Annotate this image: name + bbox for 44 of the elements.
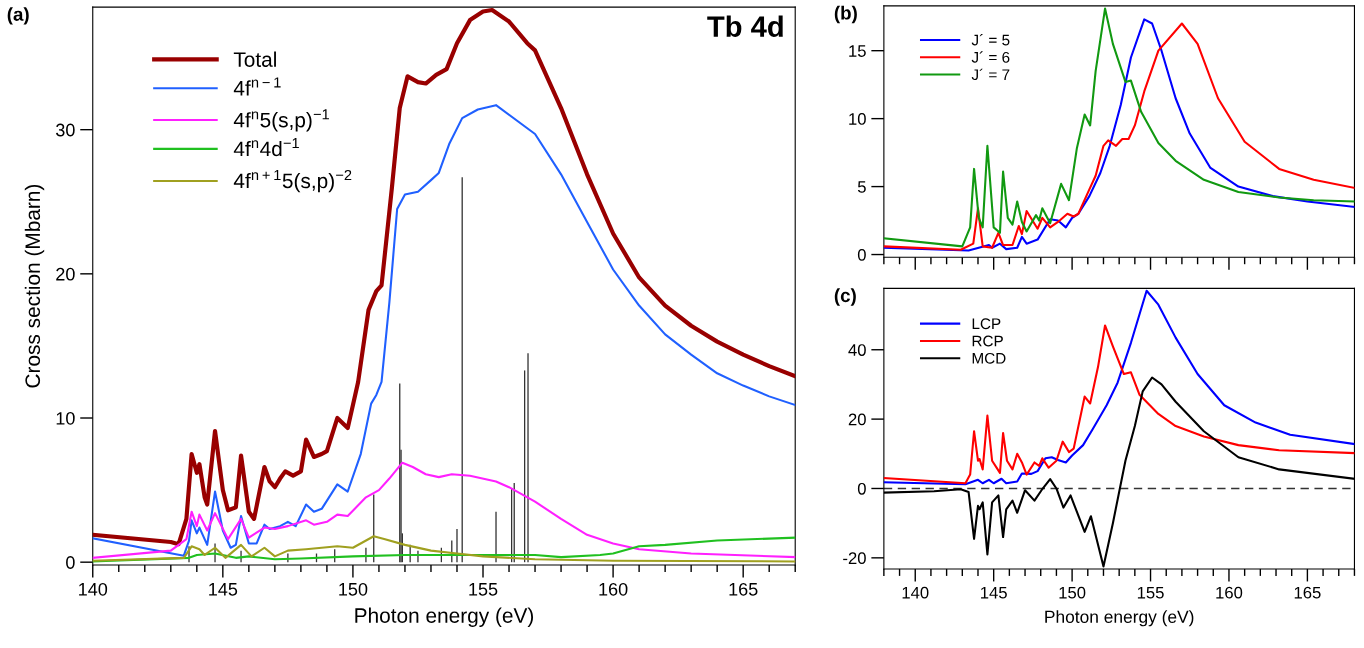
y-tick-label: 20: [848, 413, 866, 426]
legend-label: LCP: [972, 318, 1001, 330]
x-tick-label: 165: [729, 582, 758, 596]
x-tick-label: 140: [79, 582, 108, 596]
chart-title: (a): [7, 7, 29, 25]
y-tick-label: 10: [849, 113, 866, 125]
y-tick-label: 5: [857, 181, 866, 193]
y-tick-label: 0: [857, 482, 866, 495]
legend-label: J´ = 5: [971, 34, 1010, 46]
x-tick-label: 160: [599, 582, 628, 596]
y-tick-label: 20: [56, 267, 75, 281]
legend-label: 4f$^{n}$5(s,p)$^{−1}$: [233, 109, 329, 132]
line-series: [92, 104, 796, 557]
legend-label: 4f$^{n}$4d$^{−1}$: [233, 138, 299, 157]
x-axis-title: Photon energy (eV): [1045, 610, 1194, 627]
legend-label: J´ = 6: [971, 51, 1010, 63]
line-series: [92, 461, 796, 559]
y-tick-label: -20: [843, 552, 866, 565]
y-tick-label: 0: [857, 248, 866, 261]
x-tick-label: 150: [339, 582, 368, 596]
legend-label: MCD: [972, 352, 1006, 364]
legend-label: RCP: [972, 335, 1003, 347]
legend-label: 4f$^{n+1}$5(s,p)$^{−2}$: [233, 169, 352, 193]
legend-label: Total: [233, 51, 276, 67]
x-tick-label: 160: [1216, 586, 1243, 599]
x-tick-label: 145: [981, 586, 1007, 599]
y-tick-label: 40: [848, 344, 866, 356]
x-axis-title: Photon energy (eV): [355, 607, 534, 627]
x-tick-label: 155: [469, 583, 498, 596]
annotation: Tb 4d: [707, 15, 783, 37]
x-tick-label: 150: [1059, 586, 1086, 599]
x-tick-label: 165: [1294, 586, 1321, 599]
chart-title: (b): [834, 5, 857, 24]
legend-label: J´ = 7: [971, 68, 1010, 81]
y-tick-label: 10: [56, 411, 75, 425]
x-tick-label: 145: [209, 583, 238, 596]
y-tick-label: 0: [66, 556, 75, 569]
x-tick-label: 155: [1137, 586, 1164, 599]
x-tick-label: 140: [902, 586, 929, 599]
y-axis-title: Cross section (Mbarn): [24, 184, 45, 388]
y-tick-label: 15: [849, 45, 866, 57]
legend-label: 4f$^{n−1}$: [233, 77, 281, 96]
y-tick-label: 30: [56, 123, 75, 137]
chart-title: (c): [834, 288, 856, 306]
